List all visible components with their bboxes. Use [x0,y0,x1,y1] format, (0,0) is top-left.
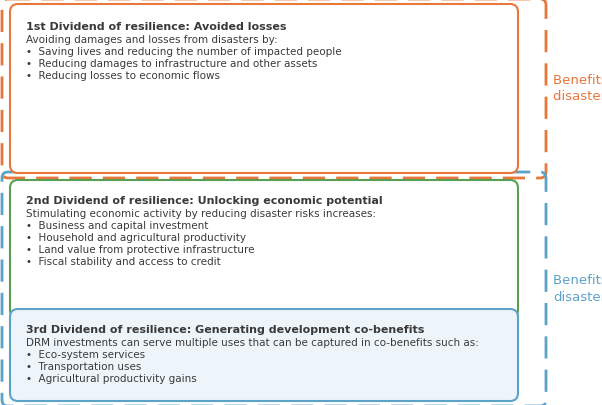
Text: DRM investments can serve multiple uses that can be captured in co-benefits such: DRM investments can serve multiple uses … [26,338,479,348]
Text: •  Agricultural productivity gains: • Agricultural productivity gains [26,374,197,384]
Text: •  Saving lives and reducing the number of impacted people: • Saving lives and reducing the number o… [26,47,341,57]
Text: Benefits regardless of
disasters: Benefits regardless of disasters [553,274,602,304]
Text: •  Fiscal stability and access to credit: • Fiscal stability and access to credit [26,257,221,267]
Text: Avoiding damages and losses from disasters by:: Avoiding damages and losses from disaste… [26,35,278,45]
Text: •  Household and agricultural productivity: • Household and agricultural productivit… [26,233,246,243]
FancyBboxPatch shape [10,309,518,401]
Text: •  Transportation uses: • Transportation uses [26,362,141,372]
Text: 2nd Dividend of resilience: Unlocking economic potential: 2nd Dividend of resilience: Unlocking ec… [26,196,383,206]
Text: •  Business and capital investment: • Business and capital investment [26,221,208,231]
Text: •  Reducing losses to economic flows: • Reducing losses to economic flows [26,71,220,81]
Text: •  Land value from protective infrastructure: • Land value from protective infrastruct… [26,245,255,255]
FancyBboxPatch shape [10,180,518,318]
Text: 1st Dividend of resilience: Avoided losses: 1st Dividend of resilience: Avoided loss… [26,22,287,32]
Text: •  Reducing damages to infrastructure and other assets: • Reducing damages to infrastructure and… [26,59,317,69]
Text: Stimulating economic activity by reducing disaster risks increases:: Stimulating economic activity by reducin… [26,209,376,219]
Text: 3rd Dividend of resilience: Generating development co-benefits: 3rd Dividend of resilience: Generating d… [26,325,424,335]
Text: Benefits when
disaster strikes: Benefits when disaster strikes [553,73,602,104]
Text: •  Eco-system services: • Eco-system services [26,350,145,360]
FancyBboxPatch shape [10,4,518,173]
